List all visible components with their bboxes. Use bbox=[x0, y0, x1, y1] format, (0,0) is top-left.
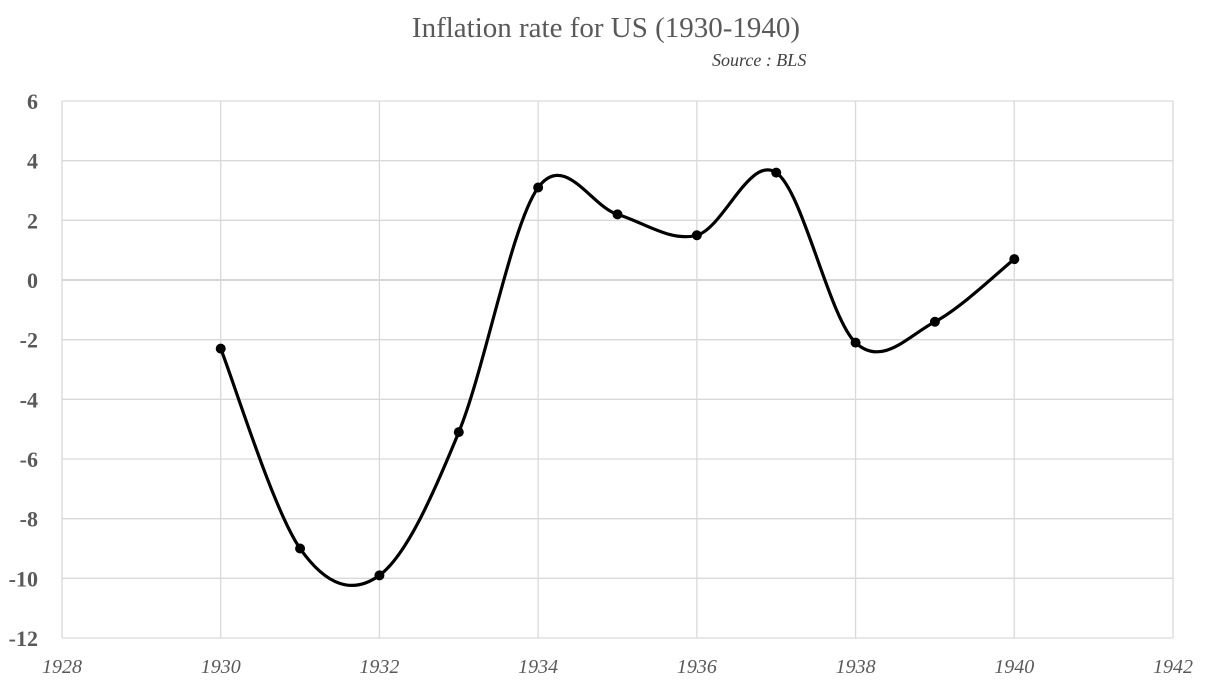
x-tick-label: 1938 bbox=[836, 656, 876, 678]
data-point bbox=[533, 182, 544, 193]
y-tick-label: 6 bbox=[27, 89, 38, 114]
gridlines bbox=[61, 100, 1174, 639]
data-point bbox=[929, 316, 940, 327]
data-point bbox=[295, 543, 306, 554]
y-tick-label: -8 bbox=[20, 507, 38, 532]
chart-title: Inflation rate for US (1930-1940) bbox=[411, 12, 801, 44]
x-tick-labels: 1928 1930 1932 1934 1936 1938 1940 1942 bbox=[42, 656, 1193, 678]
y-tick-labels: 6 4 2 0 -2 -4 -6 -8 -10 -12 bbox=[9, 89, 38, 651]
x-tick-label: 1936 bbox=[677, 656, 717, 678]
data-point bbox=[374, 570, 385, 581]
y-tick-label: 2 bbox=[27, 208, 38, 233]
x-tick-label: 1928 bbox=[42, 656, 82, 678]
y-tick-label: 0 bbox=[27, 268, 38, 293]
y-tick-label: -12 bbox=[9, 626, 38, 651]
y-tick-label: 4 bbox=[27, 149, 38, 174]
y-tick-label: -10 bbox=[9, 566, 38, 591]
y-tick-label: -6 bbox=[20, 447, 38, 472]
x-tick-label: 1942 bbox=[1153, 656, 1193, 678]
x-tick-label: 1930 bbox=[201, 656, 241, 678]
data-point bbox=[215, 343, 226, 354]
chart-subtitle: Source : BLS bbox=[712, 50, 807, 70]
y-tick-label: -2 bbox=[20, 328, 38, 353]
series-lines bbox=[219, 168, 1016, 587]
data-point bbox=[612, 209, 623, 220]
data-point bbox=[1009, 254, 1020, 265]
series-line bbox=[219, 168, 1016, 587]
data-point bbox=[771, 167, 782, 178]
data-point bbox=[453, 427, 464, 438]
series-points bbox=[215, 167, 1020, 581]
data-point bbox=[850, 337, 861, 348]
x-tick-label: 1940 bbox=[994, 656, 1034, 678]
y-tick-label: -4 bbox=[20, 387, 38, 412]
data-point bbox=[691, 230, 702, 241]
x-tick-label: 1934 bbox=[518, 656, 558, 678]
x-tick-label: 1932 bbox=[359, 656, 399, 678]
